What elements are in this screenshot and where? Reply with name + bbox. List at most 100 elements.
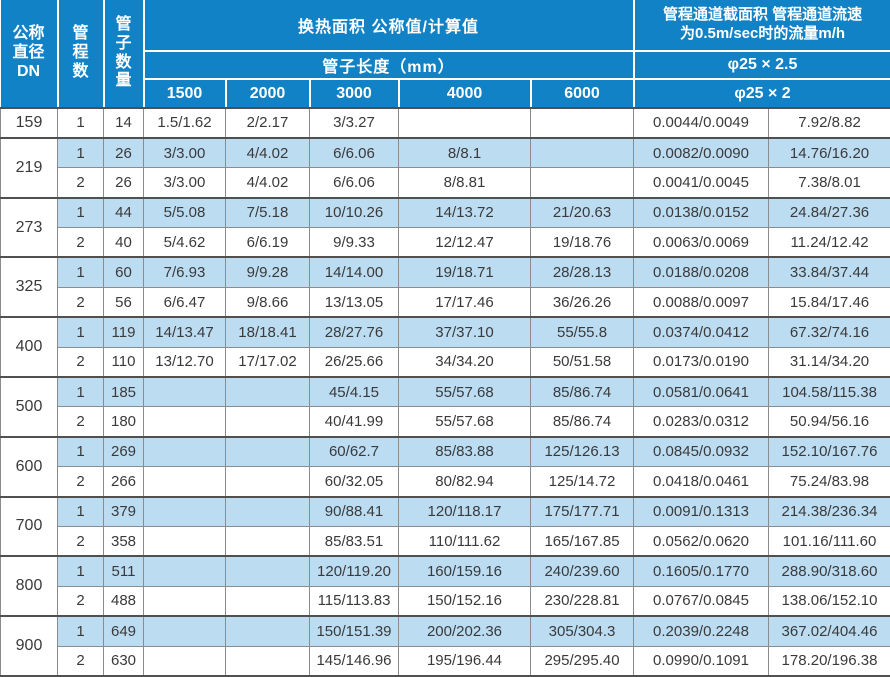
value-cell [143, 376, 226, 408]
tubes-cell: 488 [103, 585, 144, 617]
passes-cell: 2 [57, 227, 104, 258]
header-length-4000: 4000 [398, 79, 532, 109]
table-row: 800 1 511 120/119.20 160/159.16 240/239.60 0.1… [0, 555, 890, 617]
passes-cell: 1 [57, 196, 104, 229]
passes-cell: 2 [57, 585, 104, 617]
value-cell: 18/18.41 [225, 316, 310, 348]
value-cell: 0.0562/0.0620 [633, 525, 770, 557]
value-cell: 0.1605/0.1770 [633, 555, 770, 587]
tubes-cell: 60 [103, 256, 144, 288]
value-cell [225, 585, 310, 617]
tubes-cell: 40 [103, 227, 144, 258]
value-cell: 13/13.05 [309, 286, 399, 318]
table-row: 2 358 85/83.51 110/111.62 165/167.85 0.0562/0… [1, 525, 890, 557]
table-row: 400 1 119 14/13.47 18/18.41 28/27.76 37/37.10 5… [0, 316, 890, 378]
dn-cell: 325 [0, 256, 58, 318]
value-cell: 152.10/167.76 [768, 435, 890, 468]
header-length-3000: 3000 [309, 79, 400, 109]
value-cell: 150/151.39 [309, 615, 399, 647]
value-cell: 5/4.62 [143, 227, 226, 258]
value-cell: 45/4.15 [309, 376, 399, 408]
tubes-cell: 269 [103, 435, 144, 468]
passes-cell: 2 [57, 406, 104, 438]
value-cell: 21/20.63 [529, 196, 635, 229]
value-cell: 8/8.1 [398, 136, 531, 169]
value-cell [225, 645, 310, 677]
value-cell: 40/41.99 [309, 406, 399, 438]
value-cell [225, 525, 310, 557]
value-cell: 3/3.27 [309, 107, 399, 139]
value-cell: 125/126.13 [529, 435, 635, 468]
value-cell [529, 107, 635, 139]
header-nominal-diameter: 公称 直径 DN [0, 0, 59, 109]
value-cell: 0.0138/0.0152 [633, 196, 770, 229]
dn-cell: 800 [0, 555, 58, 617]
passes-cell: 1 [57, 495, 104, 527]
value-cell: 15.84/17.46 [768, 286, 890, 318]
value-cell: 0.0044/0.0049 [633, 107, 770, 139]
value-cell: 240/239.60 [529, 555, 635, 587]
value-cell: 0.2039/0.2248 [633, 615, 770, 647]
table-row: 600 1 269 60/62.7 85/83.88 125/126.13 0.0845/0… [0, 435, 890, 498]
value-cell: 0.0088/0.0097 [633, 286, 770, 318]
value-cell: 0.0990/0.1091 [633, 645, 770, 677]
value-cell: 195/196.44 [398, 645, 531, 677]
value-cell: 0.0418/0.0461 [633, 466, 770, 498]
value-cell: 5/5.08 [143, 196, 226, 229]
value-cell: 75.24/83.98 [768, 466, 890, 498]
passes-cell: 1 [57, 316, 104, 348]
value-cell: 60/62.7 [309, 435, 399, 468]
value-cell: 0.0374/0.0412 [633, 316, 770, 348]
value-cell: 28/27.76 [309, 316, 399, 348]
value-cell: 14/13.47 [143, 316, 226, 348]
header-tube-count: 管 子 数 量 [103, 0, 145, 109]
value-cell: 7/5.18 [225, 196, 310, 229]
dn-cell: 600 [0, 435, 58, 498]
value-cell: 14.76/16.20 [768, 136, 890, 169]
value-cell: 305/304.3 [529, 615, 635, 647]
value-cell: 14/13.72 [398, 196, 531, 229]
tubes-cell: 180 [103, 406, 144, 438]
value-cell: 9/9.33 [309, 227, 399, 258]
value-cell: 9/8.66 [225, 286, 310, 318]
dn-cell: 159 [0, 107, 58, 139]
table-header: 公称 直径 DN 管 程 数 管 子 数 量 换热面积 公称值/计算值 管程通道… [0, 0, 890, 109]
tubes-cell: 185 [103, 376, 144, 408]
value-cell [225, 406, 310, 438]
value-cell: 13/12.70 [143, 346, 226, 378]
value-cell [529, 136, 635, 169]
table-body: 159 1 14 1.5/1.62 2/2.17 3/3.27 0.0044/0.0049 7… [0, 107, 890, 677]
tubes-cell: 358 [103, 525, 144, 557]
value-cell: 178.20/196.38 [768, 645, 890, 677]
value-cell: 120/119.20 [309, 555, 399, 587]
header-row-1: 公称 直径 DN 管 程 数 管 子 数 量 换热面积 公称值/计算值 管程通道… [0, 0, 890, 109]
header-length-2000: 2000 [225, 79, 311, 109]
value-cell: 28/28.13 [529, 256, 635, 288]
value-cell: 9/9.28 [225, 256, 310, 288]
value-cell: 17/17.46 [398, 286, 531, 318]
table-row: 2 180 40/41.99 55/57.68 85/86.74 0.0283/0.031… [1, 406, 890, 438]
table-row: 2 56 6/6.47 9/8.66 13/13.05 17/17.46 36/26.26 0… [1, 286, 890, 318]
value-cell: 0.0283/0.0312 [633, 406, 770, 438]
table-row: 159 1 14 1.5/1.62 2/2.17 3/3.27 0.0044/0.0049 7… [0, 107, 890, 139]
header-heat-exchange-area: 换热面积 公称值/计算值 [143, 0, 635, 52]
value-cell [225, 555, 310, 587]
value-cell: 85/83.88 [398, 435, 531, 468]
value-cell: 90/88.41 [309, 495, 399, 527]
passes-cell: 2 [57, 645, 104, 677]
value-cell: 104.58/115.38 [768, 376, 890, 408]
table-row: 10001805185/187.78250/251.00375/377.450.… [0, 674, 890, 677]
value-cell: 0.0188/0.0208 [633, 256, 770, 288]
value-cell: 14/14.00 [309, 256, 399, 288]
value-cell: 288.90/318.60 [768, 555, 890, 587]
passes-cell: 1 [57, 435, 104, 468]
passes-cell: 1 [57, 136, 104, 169]
value-cell [143, 525, 226, 557]
value-cell [143, 585, 226, 617]
value-cell: 165/167.85 [529, 525, 635, 557]
passes-cell: 1 [57, 107, 104, 139]
value-cell: 1.5/1.62 [143, 107, 226, 139]
value-cell [225, 615, 310, 647]
value-cell: 85/86.74 [529, 376, 635, 408]
value-cell: 101.16/111.60 [768, 525, 890, 557]
